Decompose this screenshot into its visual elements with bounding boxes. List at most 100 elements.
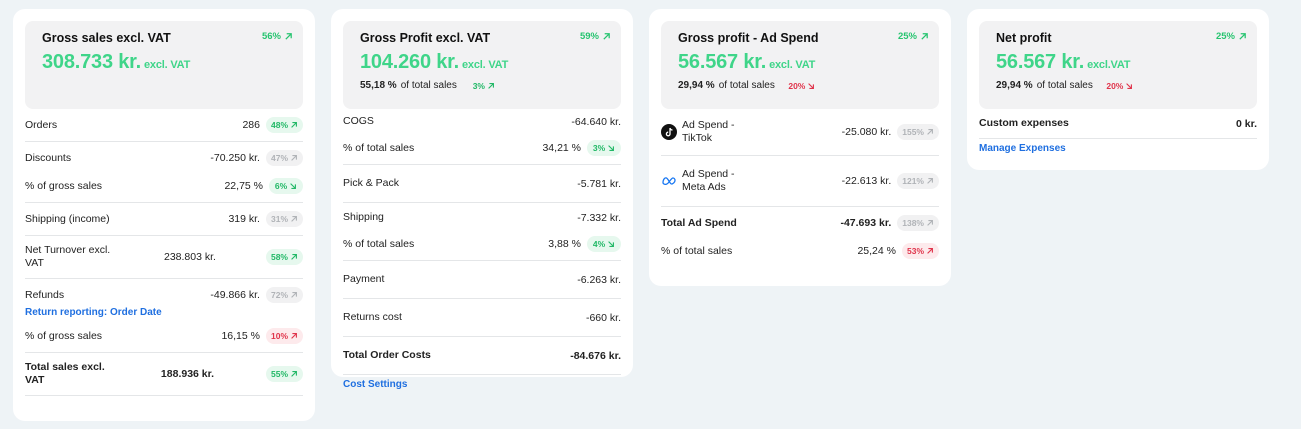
arrow-up-right-icon: [1239, 33, 1246, 40]
arrow-up-right-icon: [291, 122, 297, 128]
change-badge: 55%: [265, 366, 303, 382]
value-unit: excl. VAT: [769, 59, 816, 71]
custom-expenses-row: Custom expenses 0 kr.: [979, 117, 1257, 130]
row-label: Payment: [343, 273, 385, 285]
card-value: 104.260 kr. excl. VAT: [360, 51, 609, 74]
badge-value: 121%: [902, 176, 924, 186]
net-profit-card: Net profit 56.567 kr. excl.VAT 29,94 % of…: [967, 9, 1269, 170]
card-value: 308.733 kr. excl. VAT: [42, 51, 291, 74]
cost-settings-link[interactable]: Cost Settings: [343, 379, 408, 390]
value-amount: 104.260 kr.: [360, 51, 460, 73]
row-value: 16,15 %: [221, 330, 260, 342]
shipping-group: Shipping (income) 319 kr. 31%: [25, 203, 303, 236]
pick-pack-group: Pick & Pack -5.781 kr.: [343, 165, 621, 203]
value-amount: 56.567 kr.: [996, 51, 1085, 73]
row-value: -7.332 kr.: [577, 211, 621, 224]
change-value: 25%: [1215, 31, 1235, 42]
row-label: Shipping (income): [25, 212, 110, 225]
card-title: Gross sales excl. VAT: [42, 31, 171, 45]
arrow-up-right-icon: [285, 33, 292, 40]
total-ad-spend-row: Total Ad Spend -47.693 kr. 138%: [661, 215, 939, 231]
gross-profit-hero: Gross Profit excl. VAT 104.260 kr. excl. …: [343, 21, 621, 109]
row-label: Shipping: [343, 211, 384, 223]
discounts-pct-row: % of gross sales 22,75 % 6%: [25, 178, 303, 194]
change-value: 59%: [579, 31, 599, 42]
refunds-row: Refunds -49.866 kr. 72%: [25, 287, 303, 303]
badge-value: 6%: [274, 181, 288, 191]
badge-value: 31%: [270, 214, 288, 224]
net-profit-hero: Net profit 56.567 kr. excl.VAT 29,94 % of…: [979, 21, 1257, 109]
shipping-cost-row: Shipping -7.332 kr.: [343, 211, 621, 224]
arrow-up-right-icon: [291, 155, 297, 161]
arrow-up-right-icon: [603, 33, 610, 40]
change-badge: 31%: [265, 211, 303, 227]
value-amount: 308.733 kr.: [42, 51, 142, 73]
row-label: % of gross sales: [25, 329, 103, 342]
badge-value: 138%: [902, 218, 924, 228]
total-order-costs-group: Total Order Costs -84.676 kr.: [343, 337, 621, 375]
net-turnover-group: Net Turnover excl. VAT 238.803 kr. 58%: [25, 236, 303, 279]
card-title: Gross Profit excl. VAT: [360, 31, 491, 45]
discounts-group: Discounts -70.250 kr. 47% % of gross sal…: [25, 142, 303, 203]
row-value: 34,21 %: [542, 142, 581, 154]
value-amount: 56.567 kr.: [678, 51, 767, 73]
row-value: -22.613 kr.: [841, 175, 892, 187]
row-label: Pick & Pack: [343, 177, 400, 189]
return-reporting-link[interactable]: Return reporting: Order Date: [25, 307, 162, 318]
change-badge: 138%: [897, 215, 939, 231]
row-label-text: Ad Spend - Meta Ads: [682, 168, 735, 193]
badge-value: 4%: [592, 239, 606, 249]
arrow-up-right-icon: [921, 33, 928, 40]
share-change: 20%: [785, 81, 819, 91]
shipping-pct-row: % of total sales 3,88 % 4%: [343, 236, 621, 252]
cogs-pct-row: % of total sales 34,21 % 3%: [343, 140, 621, 156]
badge-value: 3%: [592, 143, 606, 153]
share-of-sales: 55,18 % of total sales 3%: [360, 80, 609, 91]
pick-pack-row: Pick & Pack -5.781 kr.: [343, 177, 621, 190]
arrow-down-right-icon: [608, 145, 615, 151]
share-text: of total sales: [718, 80, 775, 91]
row-value: -47.693 kr.: [840, 217, 892, 229]
arrow-up-right-icon: [291, 216, 297, 222]
change-value: 25%: [897, 31, 917, 42]
row-value: -49.866 kr.: [210, 289, 260, 301]
payment-row: Payment -6.263 kr.: [343, 273, 621, 286]
change-badge: 53%: [901, 243, 939, 259]
row-label: % of gross sales: [25, 179, 103, 192]
value-unit: excl.VAT: [1087, 59, 1131, 71]
badge-value: 53%: [906, 246, 924, 256]
ad-spend-card: Gross profit - Ad Spend 56.567 kr. excl. …: [649, 9, 951, 286]
arrow-up-right-icon: [488, 82, 494, 89]
orders-row: Orders 286 48%: [25, 117, 303, 133]
share-pct: 29,94 %: [996, 80, 1033, 91]
returns-cost-group: Returns cost -660 kr.: [343, 299, 621, 337]
change-indicator: 25%: [898, 31, 929, 42]
change-badge: 58%: [265, 249, 303, 265]
arrow-up-right-icon: [291, 254, 297, 260]
row-label: Refunds: [25, 288, 65, 301]
cogs-row: COGS -64.640 kr.: [343, 115, 621, 128]
cogs-group: COGS -64.640 kr. % of total sales 34,21 …: [343, 109, 621, 165]
arrow-down-right-icon: [608, 241, 615, 247]
total-ad-spend-group: Total Ad Spend -47.693 kr. 138% % of tot…: [661, 207, 939, 267]
change-badge: 10%: [265, 328, 303, 344]
ad-spend-hero: Gross profit - Ad Spend 56.567 kr. excl. …: [661, 21, 939, 109]
change-badge: 121%: [897, 173, 939, 189]
badge-value: 72%: [270, 290, 288, 300]
row-value: -6.263 kr.: [577, 273, 621, 286]
change-value: 56%: [261, 31, 281, 42]
meta-group: Ad Spend - Meta Ads -22.613 kr. 121%: [661, 156, 939, 207]
row-label: Ad Spend - Meta Ads: [661, 168, 842, 194]
row-value: 0 kr.: [1235, 117, 1257, 130]
change-badge: 155%: [897, 124, 939, 140]
net-turnover-row: Net Turnover excl. VAT 238.803 kr. 58%: [25, 244, 303, 270]
arrow-up-right-icon: [927, 129, 933, 135]
row-label: Total sales excl. VAT: [25, 361, 105, 386]
orders-group: Orders 286 48%: [25, 109, 303, 142]
discounts-row: Discounts -70.250 kr. 47%: [25, 150, 303, 166]
tiktok-group: Ad Spend - TikTok -25.080 kr. 155%: [661, 109, 939, 156]
manage-expenses-link[interactable]: Manage Expenses: [979, 143, 1066, 154]
row-value: 25,24 %: [857, 245, 896, 257]
row-value: 188.936 kr.: [160, 368, 215, 380]
change-indicator: 56%: [262, 31, 293, 42]
